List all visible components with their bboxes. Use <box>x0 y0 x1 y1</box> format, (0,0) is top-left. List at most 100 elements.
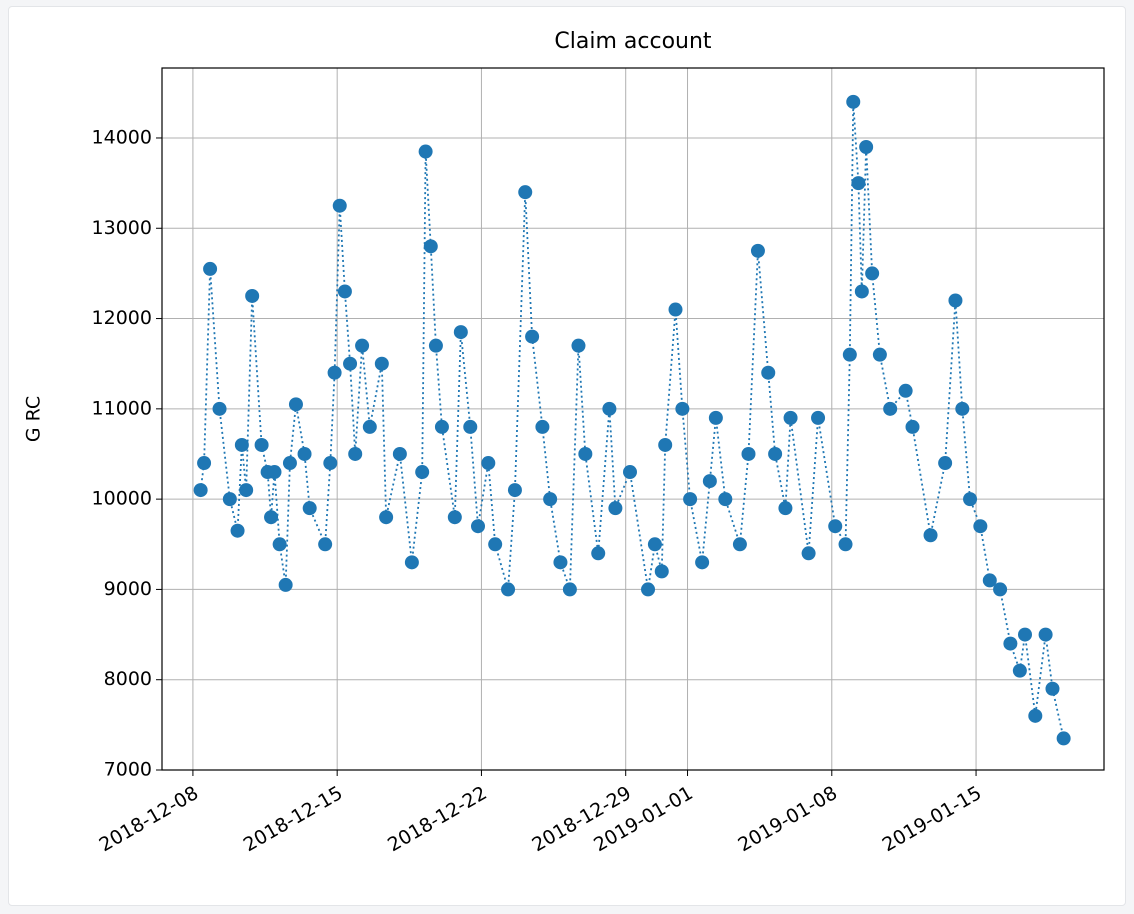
y-tick-label: 8000 <box>104 668 152 690</box>
data-point <box>355 338 370 353</box>
data-point <box>297 446 312 461</box>
data-point <box>883 401 898 416</box>
data-point <box>851 176 866 191</box>
data-point <box>683 492 698 507</box>
data-point <box>938 456 953 471</box>
data-point <box>203 261 218 276</box>
data-point <box>982 573 997 588</box>
data-point <box>362 419 377 434</box>
data-point <box>761 365 776 380</box>
data-point <box>245 288 260 303</box>
data-point <box>955 401 970 416</box>
data-point <box>501 582 516 597</box>
data-point <box>993 582 1008 597</box>
data-point <box>323 456 338 471</box>
x-tick-label: 2018-12-22 <box>384 782 491 856</box>
data-point <box>702 474 717 489</box>
data-point <box>222 492 237 507</box>
data-line <box>199 101 1065 739</box>
data-point <box>641 582 656 597</box>
data-point <box>898 383 913 398</box>
data-point <box>518 185 533 200</box>
y-tick-label: 11000 <box>92 397 152 419</box>
data-point <box>525 329 540 344</box>
data-point <box>647 537 662 552</box>
data-point <box>553 555 568 570</box>
data-point <box>562 582 577 597</box>
data-point <box>288 397 303 412</box>
x-tick-label: 2018-12-08 <box>96 782 203 856</box>
data-point <box>695 555 710 570</box>
data-point <box>193 483 208 498</box>
data-point <box>418 144 433 159</box>
data-point <box>1038 627 1053 642</box>
data-point <box>750 243 765 258</box>
data-point <box>212 401 227 416</box>
x-tick-label: 2018-12-15 <box>240 782 347 856</box>
data-point <box>1028 708 1043 723</box>
data-point <box>854 284 869 299</box>
data-point <box>973 519 988 534</box>
data-point <box>428 338 443 353</box>
data-point <box>264 510 279 525</box>
data-point <box>318 537 333 552</box>
data-point <box>239 483 254 498</box>
data-point <box>905 419 920 434</box>
data-point <box>278 577 293 592</box>
data-point <box>811 410 826 425</box>
data-point <box>434 419 449 434</box>
data-point <box>404 555 419 570</box>
data-point <box>608 501 623 516</box>
data-point <box>1003 636 1018 651</box>
data-point <box>348 446 363 461</box>
data-point <box>447 510 462 525</box>
data-point <box>1012 663 1027 678</box>
y-tick-label: 14000 <box>92 126 152 148</box>
data-point <box>234 437 249 452</box>
y-axis-label: G RC <box>23 396 45 442</box>
data-point <box>392 446 407 461</box>
data-point <box>768 446 783 461</box>
x-tick-label: 2019-01-15 <box>879 782 986 856</box>
data-point <box>828 519 843 534</box>
data-point <box>963 492 978 507</box>
data-point <box>332 198 347 213</box>
data-point <box>842 347 857 362</box>
data-point <box>602 401 617 416</box>
data-point <box>865 266 880 281</box>
x-tick-label: 2019-01-08 <box>734 782 841 856</box>
data-point <box>267 465 282 480</box>
data-point <box>675 401 690 416</box>
data-point <box>507 483 522 498</box>
data-point <box>230 523 245 538</box>
data-point <box>535 419 550 434</box>
chart-title: Claim account <box>554 29 712 54</box>
y-tick-label: 7000 <box>104 759 152 781</box>
data-point <box>415 465 430 480</box>
data-point <box>302 501 317 516</box>
data-point <box>327 365 342 380</box>
data-point <box>838 537 853 552</box>
data-point <box>622 465 637 480</box>
data-point <box>272 537 287 552</box>
data-point <box>778 501 793 516</box>
data-point <box>379 510 394 525</box>
data-point <box>783 410 798 425</box>
y-tick-label: 12000 <box>92 307 152 329</box>
data-point <box>423 239 438 254</box>
data-point <box>254 437 269 452</box>
data-point <box>543 492 558 507</box>
data-point <box>923 528 938 543</box>
y-tick-label: 10000 <box>92 488 152 510</box>
data-point <box>859 140 874 155</box>
data-point <box>578 446 593 461</box>
data-point <box>708 410 723 425</box>
data-point <box>658 437 673 452</box>
data-point <box>654 564 669 579</box>
data-point <box>481 456 496 471</box>
screenshot-card <box>8 6 1126 906</box>
data-point <box>282 456 297 471</box>
data-point <box>668 302 683 317</box>
data-point <box>801 546 816 561</box>
